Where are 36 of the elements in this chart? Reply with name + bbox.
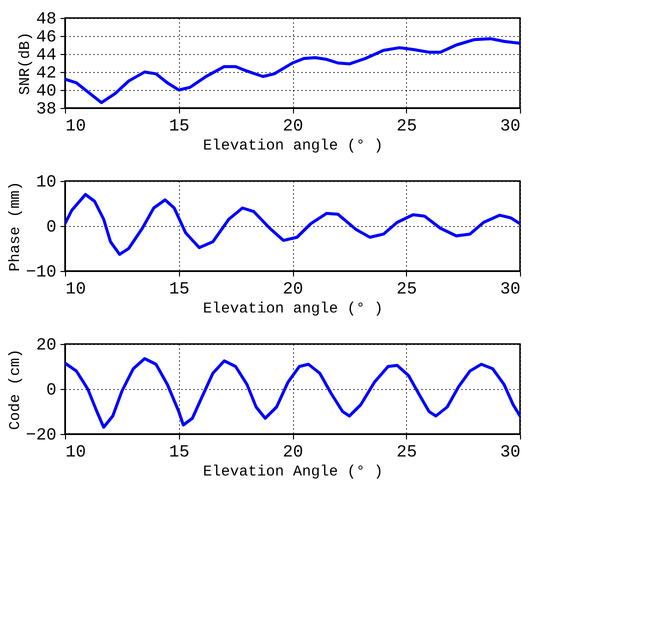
line-series bbox=[65, 37, 520, 104]
x-tick-label: 25 bbox=[396, 444, 417, 462]
x-tick-label: 10 bbox=[66, 118, 86, 136]
line-series bbox=[65, 193, 520, 256]
y-tick-label: 42 bbox=[36, 64, 56, 84]
x-tick-label: 30 bbox=[500, 118, 520, 136]
y-tick-label: 38 bbox=[36, 100, 56, 120]
x-tick-label: 20 bbox=[282, 444, 304, 462]
y-tick-label: 0 bbox=[46, 218, 56, 238]
y-axis-title: Code (cm) bbox=[6, 348, 24, 430]
y-tick-label: 20 bbox=[36, 336, 56, 356]
x-tick-label: 15 bbox=[169, 118, 190, 136]
y-tick-label: 44 bbox=[36, 46, 56, 66]
x-tick-label: 25 bbox=[396, 118, 417, 136]
y-tick-label: −10 bbox=[26, 264, 56, 282]
y-axis-title: SNR(dB) bbox=[17, 32, 34, 96]
x-tick-label: 10 bbox=[66, 280, 86, 300]
x-tick-label: 25 bbox=[396, 280, 417, 300]
y-tick-label: 48 bbox=[36, 10, 56, 30]
line-series bbox=[65, 357, 520, 429]
x-tick-label: 10 bbox=[66, 444, 86, 462]
y-tick-label: 10 bbox=[36, 174, 56, 192]
y-tick-label: 46 bbox=[36, 28, 56, 48]
x-tick-label: 20 bbox=[282, 280, 304, 300]
x-axis-title: Elevation Angle (° ) bbox=[202, 464, 384, 480]
x-tick-label: 30 bbox=[500, 444, 520, 462]
x-axis-title: Elevation angle (° ) bbox=[202, 138, 384, 154]
x-axis-title: Elevation angle (° ) bbox=[202, 300, 384, 318]
x-tick-label: 30 bbox=[500, 280, 520, 300]
x-tick-label: 20 bbox=[282, 118, 304, 136]
x-tick-label: 15 bbox=[169, 444, 190, 462]
x-tick-label: 15 bbox=[169, 280, 190, 300]
y-tick-label: −20 bbox=[26, 426, 56, 446]
y-axis-title: Phase (mm) bbox=[6, 181, 24, 272]
y-tick-label: 0 bbox=[46, 382, 56, 400]
y-tick-label: 40 bbox=[36, 82, 56, 102]
